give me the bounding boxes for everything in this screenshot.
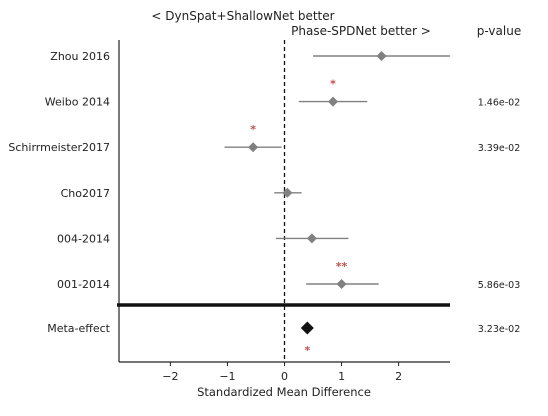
- study-label: 004-2014: [57, 232, 110, 245]
- significance-stars: **: [336, 260, 348, 273]
- effect-marker: [328, 96, 339, 107]
- x-tick-label: 2: [395, 370, 402, 383]
- meta-p-value: 3.23e-02: [478, 324, 521, 335]
- meta-significance-stars: *: [304, 344, 310, 357]
- effect-marker: [306, 233, 317, 244]
- x-tick-label: 1: [338, 370, 345, 383]
- effect-marker: [336, 279, 347, 289]
- meta-effect-marker: [300, 321, 314, 335]
- left-header: < DynSpat+ShallowNet better: [151, 9, 334, 23]
- study-label: 001-2014: [57, 278, 110, 291]
- study-label: Zhou 2016: [50, 50, 110, 63]
- effect-marker: [376, 51, 387, 61]
- right-header: Phase-SPDNet better >: [291, 24, 431, 38]
- x-tick-label: −2: [162, 370, 178, 383]
- meta-effect-label: Meta-effect: [47, 322, 110, 335]
- significance-stars: *: [250, 123, 256, 136]
- p-value: 5.86e-03: [478, 280, 521, 291]
- x-tick-label: 0: [281, 370, 288, 383]
- x-axis-label: Standardized Mean Difference: [197, 385, 371, 399]
- pvalue-header: p-value: [477, 24, 521, 38]
- significance-stars: *: [330, 78, 336, 91]
- x-tick-label: −1: [219, 370, 235, 383]
- effect-marker: [282, 187, 293, 198]
- study-label: Cho2017: [61, 187, 110, 200]
- p-value: 1.46e-02: [478, 98, 521, 109]
- p-value: 3.39e-02: [478, 143, 521, 154]
- effect-marker: [248, 142, 259, 153]
- study-label: Schirrmeister2017: [8, 141, 110, 154]
- study-label: Weibo 2014: [45, 96, 110, 109]
